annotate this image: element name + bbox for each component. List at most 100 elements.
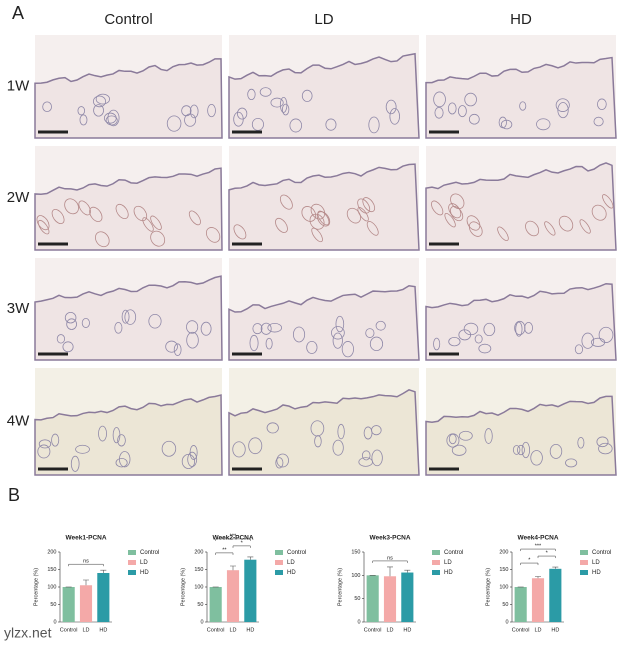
tissue <box>228 163 420 251</box>
follicle <box>558 215 574 232</box>
tissue <box>228 52 420 139</box>
follicle <box>187 451 198 467</box>
follicle <box>519 101 527 111</box>
follicle <box>142 217 154 232</box>
follicle <box>56 334 66 344</box>
comparison-bracket <box>68 563 104 567</box>
follicle <box>161 440 177 457</box>
comparison-bracket <box>520 562 539 566</box>
tissue <box>34 167 223 251</box>
follicle <box>366 221 379 236</box>
follicle <box>341 341 354 358</box>
tissue <box>34 58 223 139</box>
panel-label: B <box>8 485 20 505</box>
follicle <box>362 197 376 213</box>
follicle <box>311 227 323 243</box>
follicle <box>266 422 279 434</box>
follicle <box>189 445 198 460</box>
tissue <box>228 284 420 361</box>
histology-image <box>228 35 420 139</box>
significance-label: *** <box>535 544 542 550</box>
tissue <box>425 395 617 476</box>
y-tick-label: 150 <box>194 567 203 573</box>
bar <box>531 578 545 622</box>
follicle <box>267 323 283 333</box>
y-tick-label: 50 <box>502 602 508 608</box>
follicle <box>62 341 74 353</box>
follicle <box>233 224 247 240</box>
y-tick-label: 100 <box>351 573 360 579</box>
y-tick-label: 200 <box>194 549 203 555</box>
follicle <box>557 102 569 119</box>
follicle <box>466 215 481 231</box>
follicle <box>38 439 52 449</box>
legend-label: Control <box>444 550 463 556</box>
follicle <box>95 231 110 248</box>
follicle <box>337 423 345 440</box>
follicle <box>276 453 289 468</box>
follicle <box>332 332 343 349</box>
follicle <box>316 211 331 227</box>
legend-label: HD <box>444 570 453 576</box>
legend-swatch <box>275 560 283 565</box>
legend-swatch <box>580 550 588 555</box>
x-tick-label: HD <box>246 627 254 633</box>
y-tick-label: 100 <box>499 584 508 590</box>
follicle <box>93 95 106 108</box>
legend-swatch <box>128 560 136 565</box>
follicle <box>598 326 614 343</box>
follicle <box>79 114 88 126</box>
follicle <box>536 118 551 131</box>
tissue <box>34 394 223 476</box>
follicle <box>325 118 337 131</box>
follicle <box>165 340 178 353</box>
error-bar <box>247 556 254 560</box>
y-tick-label: 100 <box>194 584 203 590</box>
significance-label: * <box>546 551 549 557</box>
follicle <box>66 318 77 330</box>
tissue <box>228 389 420 476</box>
legend-label: Control <box>140 550 159 556</box>
histology-image <box>228 368 420 476</box>
follicle <box>207 104 216 118</box>
legend-swatch <box>275 570 283 575</box>
x-tick-label: LD <box>386 627 393 633</box>
follicle <box>555 98 570 112</box>
x-tick-label: HD <box>551 627 559 633</box>
follicle <box>331 326 345 340</box>
follicle <box>544 221 556 236</box>
y-tick-label: 150 <box>47 567 56 573</box>
follicle <box>78 200 91 216</box>
follicle <box>448 336 461 347</box>
row-label: 4W <box>7 412 30 429</box>
bar <box>226 570 240 622</box>
legend-label: LD <box>140 560 148 566</box>
follicle <box>37 219 50 235</box>
follicle <box>150 215 162 231</box>
y-tick-label: 150 <box>499 567 508 573</box>
x-tick-label: LD <box>229 627 236 633</box>
x-tick-label: HD <box>99 627 107 633</box>
y-tick-label: 50 <box>354 596 360 602</box>
comparison-bracket <box>537 555 556 559</box>
follicle <box>247 88 256 101</box>
follicle <box>549 443 563 459</box>
follicle <box>70 455 80 472</box>
follicle <box>310 420 325 437</box>
error-bar <box>404 569 411 573</box>
follicle <box>361 450 371 461</box>
follicle <box>521 441 531 459</box>
follicle <box>363 426 373 440</box>
follicle <box>293 326 306 343</box>
y-tick-label: 50 <box>50 602 56 608</box>
follicle <box>451 444 467 456</box>
follicle <box>115 458 128 468</box>
follicle <box>500 119 513 130</box>
follicle <box>259 87 272 97</box>
follicle <box>249 334 259 352</box>
row-label: 2W <box>7 189 30 206</box>
panel-label: A <box>12 3 24 23</box>
follicle <box>51 209 65 225</box>
histology-image <box>34 146 223 251</box>
follicle <box>37 444 51 459</box>
